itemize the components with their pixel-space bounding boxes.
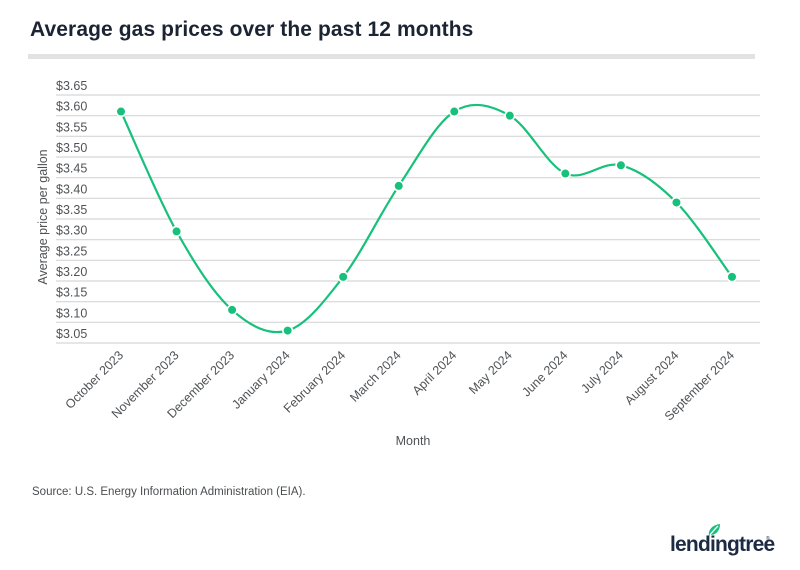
data-point[interactable]: November 2023: $3.32 [170,225,183,237]
y-tick-label: $3.65 [56,79,87,93]
data-point[interactable]: September 2024: $3.21 [726,271,738,283]
data-point[interactable]: August 2024: $3.39 [670,196,683,209]
y-tick-label: $3.35 [56,203,87,217]
registered-mark: ® [766,536,770,542]
data-point[interactable]: December 2023: $3.13 [226,304,238,316]
data-point[interactable]: July 2024: $3.48 [615,159,627,171]
y-tick-label: $3.25 [56,244,87,258]
data-point[interactable]: October 2023: $3.61 [115,105,127,118]
y-axis-tick-labels: $3.05 $3.10 $3.15 $3.20 $3.25 $3.30 $3.35 $3.40… [56,79,87,341]
y-tick-label: $3.50 [56,141,87,155]
lendingtree-logo: lendingtree ® [668,522,778,558]
y-tick-label: $3.55 [56,120,87,134]
data-point[interactable]: June 2024: $3.46 [559,167,571,180]
y-tick-label: $3.40 [56,182,87,196]
data-point[interactable]: January 2024: $3.08 [282,325,294,337]
y-tick-label: $3.60 [56,100,87,114]
y-tick-label: $3.05 [56,327,87,341]
data-points: October 2023: $3.61 November 2023: $3.32 D… [115,105,738,337]
x-axis-title: Month [396,434,431,448]
title-divider [28,54,755,59]
data-point[interactable]: May 2024: $3.60 [504,110,516,122]
x-tick-label: March 2024 [347,348,404,405]
y-axis-title: Average price per gallon [36,149,50,284]
data-point[interactable]: April 2024: $3.61 [448,105,460,118]
x-tick-label: August 2024 [622,348,682,408]
chart-title: Average gas prices over the past 12 mont… [30,18,474,41]
y-tick-label: $3.10 [56,306,87,320]
x-tick-label: May 2024 [466,348,515,397]
data-point[interactable]: March 2024: $3.43 [393,180,405,192]
x-tick-label: June 2024 [519,348,570,399]
source-note: Source: U.S. Energy Information Administ… [32,486,306,498]
y-tick-label: $3.45 [56,162,87,176]
leaf-icon [708,524,720,536]
y-tick-label: $3.15 [56,286,87,300]
x-tick-label: April 2024 [410,348,460,398]
y-tick-label: $3.20 [56,265,87,279]
logo-wordmark: lendingtree [670,533,775,556]
data-point[interactable]: February 2024: $3.21 [337,271,349,283]
gridlines [56,94,760,344]
x-tick-label: July 2024 [578,348,626,396]
y-tick-label: $3.30 [56,224,87,238]
